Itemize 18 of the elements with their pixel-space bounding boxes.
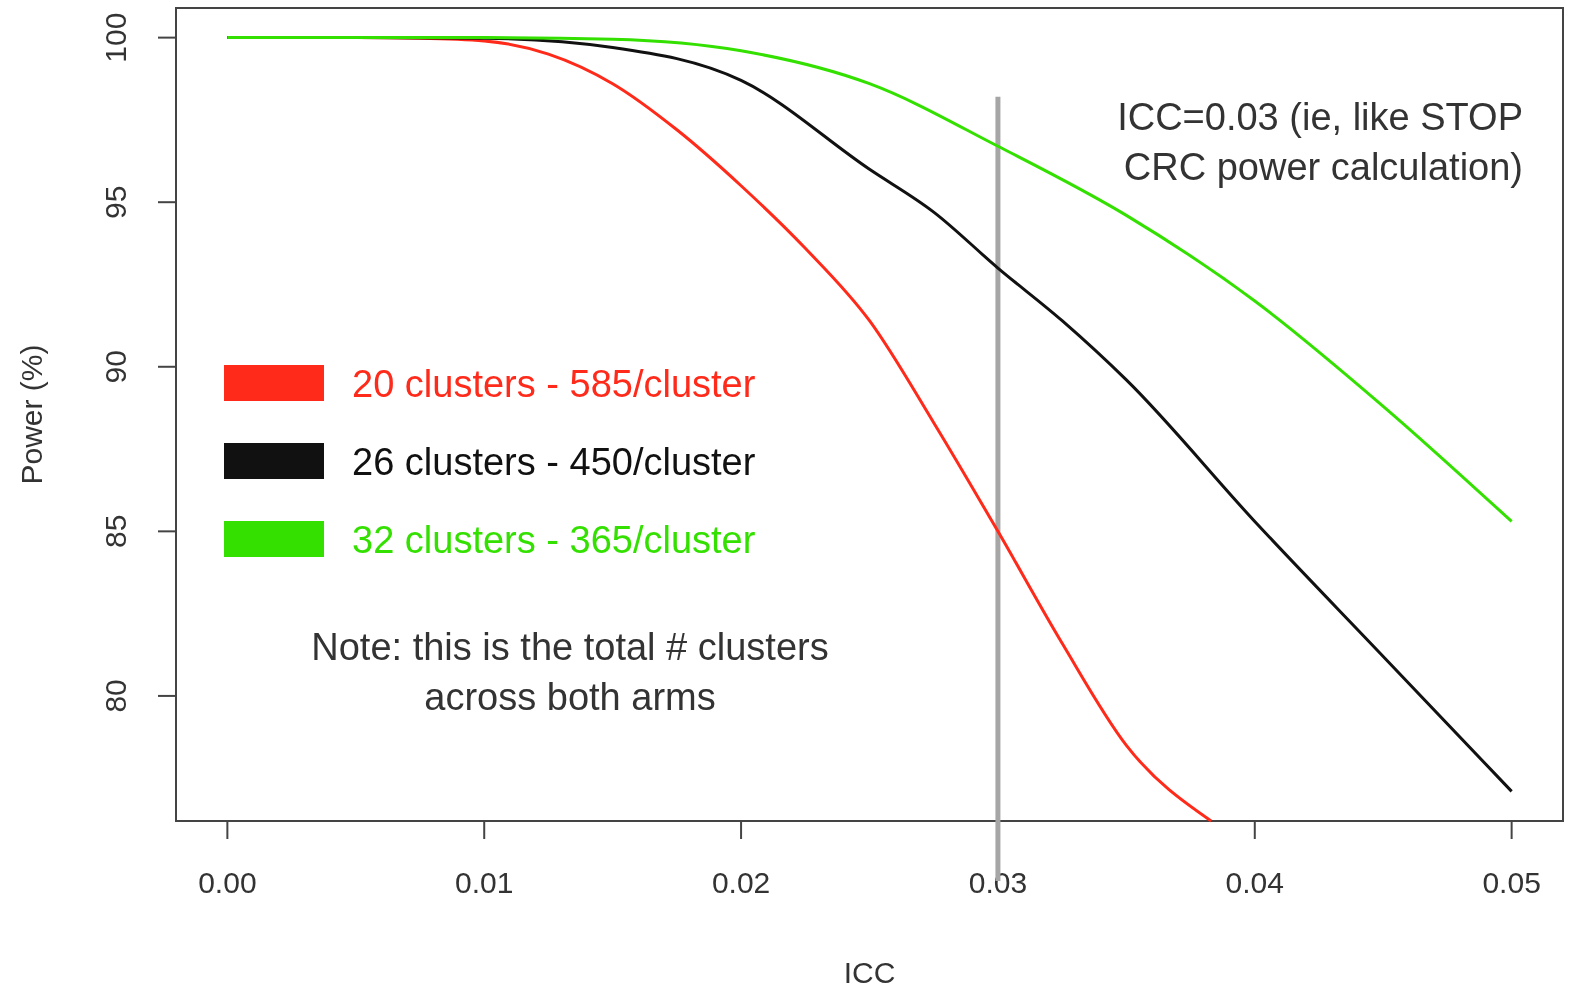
legend-label: 26 clusters - 450/cluster — [352, 441, 756, 483]
x-tick-label: 0.00 — [198, 866, 257, 899]
x-tick-label: 0.02 — [711, 866, 771, 899]
y-tick-label: 85 — [99, 514, 132, 549]
legend-label: 32 clusters - 365/cluster — [352, 519, 756, 561]
y-tick-label: 100 — [99, 12, 132, 63]
y-tick-label: 95 — [99, 185, 132, 219]
annotation: ICC=0.03 (ie, like STOP CRC power calculation) — [1117, 96, 1523, 188]
x-tick-label: 0.05 — [1482, 866, 1541, 899]
x-axis-title: ICC — [843, 956, 896, 987]
x-tick-label: 0.03 — [968, 866, 1028, 899]
x-tick-label: 0.04 — [1225, 866, 1284, 899]
y-axis-title: Power (%) — [15, 344, 48, 485]
x-tick-label: 0.01 — [455, 866, 514, 899]
y-tick-label: 80 — [99, 679, 132, 713]
legend-label: 20 clusters - 585/cluster — [352, 363, 756, 405]
annotation: Note: this is the total # clusters across both arms — [311, 626, 829, 718]
y-tick-label: 90 — [99, 350, 132, 384]
